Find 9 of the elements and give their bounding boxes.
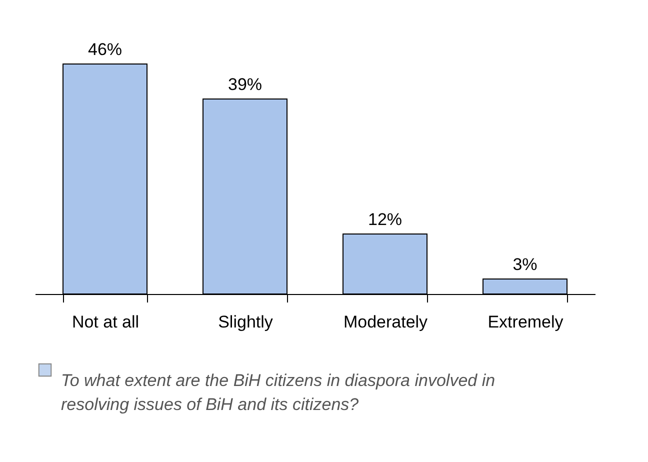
x-tick-label: Extremely — [488, 312, 564, 332]
data-label: 46% — [88, 40, 122, 59]
data-label: 39% — [228, 75, 262, 94]
legend-label: To what extent are the BiH citizens in diaspora involved in resolving issues of BiH and its citizens? — [61, 371, 496, 414]
data-label: 3% — [512, 255, 538, 274]
x-tick-label: Slightly — [218, 312, 274, 332]
data-label: 12% — [368, 210, 402, 229]
x-tick-label: Moderately — [343, 312, 428, 332]
x-tick-label: Not at all — [72, 312, 140, 332]
